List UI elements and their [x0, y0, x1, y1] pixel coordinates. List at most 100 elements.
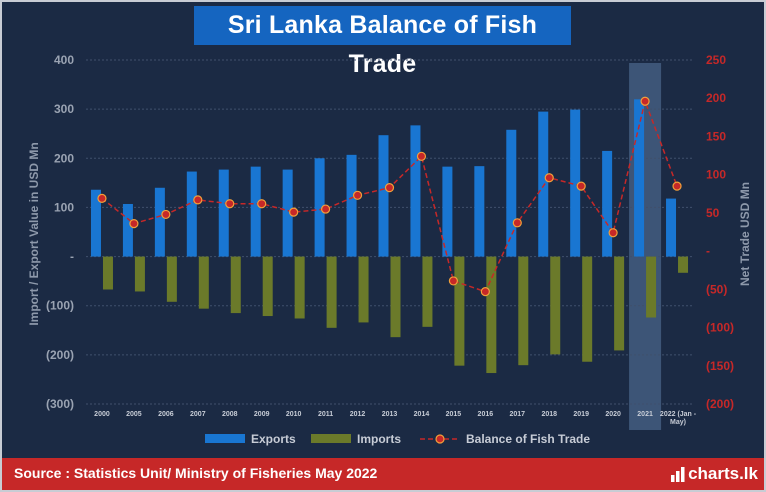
y-tick-label-left: -	[70, 250, 74, 264]
bar-exports	[538, 111, 549, 257]
point-balance	[161, 209, 171, 220]
x-tick-label: 2018	[541, 411, 557, 418]
x-tick-label: 2015	[446, 411, 462, 418]
legend-label-exports: Exports	[251, 432, 296, 446]
y-tick-label-right: (150)	[706, 359, 734, 373]
x-tick-label: 2016	[478, 411, 494, 418]
footer-bar: Source : Statistics Unit/ Ministry of Fi…	[2, 458, 764, 490]
legend-marker-balance	[435, 434, 445, 444]
bar-exports	[90, 189, 101, 257]
y-axis-title-left: Import / Export Value in USD Mn	[27, 142, 41, 325]
chart-title: Sri Lanka Balance of Fish Trade	[194, 6, 571, 78]
bar-exports	[250, 166, 261, 257]
bar-imports	[486, 256, 497, 374]
point-balance	[352, 190, 363, 200]
bar-exports	[378, 135, 389, 257]
bar-imports	[550, 256, 561, 355]
bar-imports	[134, 256, 145, 292]
y-axis-title-right: Net Trade USD Mn	[738, 182, 752, 286]
bar-exports	[666, 198, 677, 257]
y-tick-label-left: (300)	[46, 397, 74, 411]
point-balance	[544, 173, 554, 183]
point-balance	[576, 181, 586, 191]
legend-swatch-imports	[311, 434, 351, 443]
legend-label-balance: Balance of Fish Trade	[466, 432, 590, 446]
bar-imports	[326, 256, 337, 328]
bar-exports	[122, 203, 133, 257]
chart-area: 400 300 200 100 - (100) (200) (300) 250 200 150 100…	[27, 53, 752, 446]
point-balance	[672, 181, 682, 191]
bar-imports	[454, 256, 465, 366]
x-tick-label: 2005	[126, 411, 142, 418]
x-tick-label: 2008	[222, 411, 238, 418]
bar-imports	[198, 256, 209, 309]
point-balance	[448, 276, 458, 286]
bar-exports	[442, 166, 453, 257]
bar-imports	[390, 256, 401, 338]
x-tick-label: 2017	[510, 411, 526, 418]
bar-exports	[154, 187, 165, 257]
bar-exports	[474, 166, 485, 257]
x-tick-label: 2021	[637, 411, 653, 418]
highlight-band	[629, 63, 662, 430]
x-tick-label: 2014	[414, 411, 430, 418]
point-balance	[512, 218, 522, 228]
bar-imports	[358, 256, 369, 323]
bar-exports	[282, 169, 293, 257]
bar-imports	[518, 256, 529, 366]
bar-chart-icon	[671, 467, 685, 482]
bar-exports	[570, 109, 581, 257]
bar-exports	[314, 158, 325, 257]
x-tick-label: 2012	[350, 411, 366, 418]
y-tick-label-right: (50)	[706, 282, 727, 296]
y-tick-label-right: 150	[706, 129, 726, 143]
bar-imports	[102, 256, 113, 290]
source-note: Source : Statistics Unit/ Ministry of Fi…	[14, 465, 378, 481]
y-tick-label-right: -	[706, 244, 710, 258]
bar-exports	[410, 125, 421, 257]
x-tick-label: 2022 (Jan -	[660, 411, 697, 418]
y-tick-label-right: 200	[706, 91, 726, 105]
point-balance	[257, 199, 267, 209]
site-logo[interactable]: charts.lk	[671, 462, 758, 486]
point-balance	[640, 96, 650, 106]
x-tick-label: 2019	[573, 411, 589, 418]
point-balance	[129, 218, 139, 229]
x-tick-label: 2020	[605, 411, 621, 418]
y-tick-label-right: 250	[706, 53, 726, 67]
bar-exports	[218, 169, 229, 257]
y-tick-label-left: (100)	[46, 299, 74, 313]
x-tick-label: 2013	[382, 411, 398, 418]
bar-imports	[166, 256, 177, 302]
bar-exports	[634, 99, 645, 257]
legend-label-imports: Imports	[357, 432, 401, 446]
point-balance	[97, 193, 107, 203]
y-tick-label-right: 100	[706, 168, 726, 182]
bar-exports	[186, 171, 197, 257]
logo-text: charts.lk	[688, 464, 758, 483]
point-balance	[289, 207, 299, 217]
point-balance	[480, 287, 490, 297]
y-tick-label-right: (200)	[706, 397, 734, 411]
bar-imports	[646, 256, 657, 318]
point-balance	[384, 183, 395, 193]
point-balance	[193, 195, 203, 205]
point-balance	[321, 204, 331, 214]
y-tick-label-left: 200	[54, 151, 74, 165]
point-balance	[608, 228, 618, 238]
bar-exports	[346, 154, 357, 257]
bar-imports	[614, 256, 625, 351]
title-bar: Sri Lanka Balance of Fish Trade	[2, 2, 764, 78]
y-tick-label-right: (100)	[706, 321, 734, 335]
x-tick-label: 2010	[286, 411, 302, 418]
x-tick-label: May)	[670, 419, 686, 426]
x-tick-label: 2007	[190, 411, 206, 418]
y-tick-label-right: 50	[706, 206, 720, 220]
legend-swatch-exports	[205, 434, 245, 443]
y-tick-label-left: 100	[54, 200, 74, 214]
point-balance	[225, 199, 235, 209]
bar-imports	[262, 256, 273, 317]
bar-imports	[422, 256, 433, 327]
x-tick-label: 2006	[158, 411, 174, 418]
bar-imports	[678, 256, 689, 273]
